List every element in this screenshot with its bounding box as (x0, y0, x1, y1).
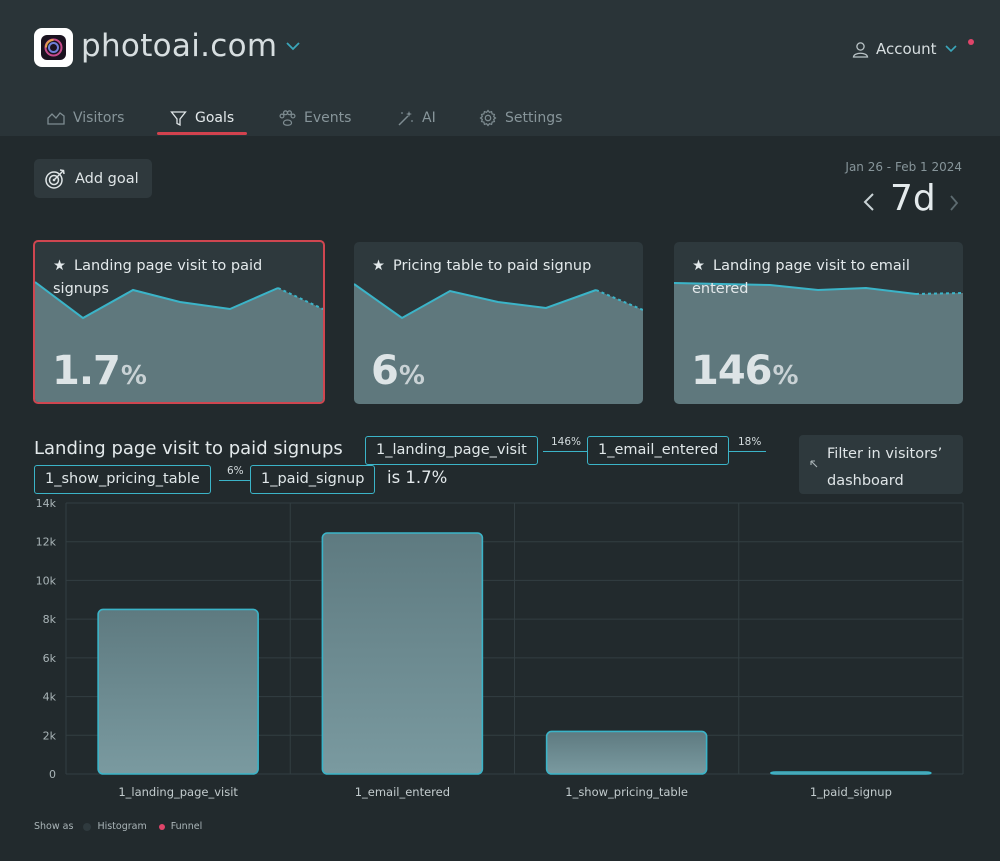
funnel-radio[interactable] (158, 823, 165, 830)
funnel-step-chip[interactable]: 1_show_pricing_table (34, 465, 211, 494)
funnel-title: Landing page visit to paid signups (34, 438, 343, 459)
add-goal-label: Add goal (75, 170, 139, 187)
sparkline (674, 282, 963, 404)
funnel-step-chip[interactable]: 1_paid_signup (250, 465, 376, 494)
gear-icon (479, 109, 497, 127)
notification-dot (968, 39, 974, 45)
bar (321, 532, 484, 775)
tab-label: AI (422, 110, 436, 126)
y-tick-label: 4k (43, 691, 57, 704)
funnel-connector (729, 451, 766, 452)
y-tick-label: 14k (36, 497, 57, 510)
filter-icon (170, 110, 187, 126)
goal-card-landing-to-paid[interactable]: ★ Landing page visit to paid signups 1.7% (33, 240, 325, 404)
chevron-down-icon (945, 45, 957, 53)
y-tick-label: 8k (43, 613, 57, 626)
sparkline (354, 283, 643, 404)
tab-visitors[interactable]: Visitors (47, 100, 124, 136)
paw-icon (279, 109, 296, 126)
site-title[interactable]: photoai.com (81, 28, 278, 64)
chart-icon (47, 112, 65, 125)
x-tick-label: 1_email_entered (355, 785, 450, 799)
histogram-radio[interactable] (83, 822, 92, 831)
funnel-step-chip[interactable]: 1_landing_page_visit (365, 436, 538, 465)
star-icon[interactable]: ★ (692, 258, 705, 274)
x-tick-label: 1_show_pricing_table (565, 785, 688, 799)
period-value: 7d (890, 178, 936, 219)
y-tick-label: 2k (43, 729, 57, 742)
y-tick-label: 0 (49, 768, 56, 781)
user-icon (852, 41, 869, 58)
card-value: 146% (691, 348, 799, 394)
goal-card-pricing-to-paid[interactable]: ★ Pricing table to paid signup 6% (354, 242, 643, 404)
tab-label: Goals (195, 110, 235, 126)
bar (97, 608, 259, 775)
filter-in-visitors-button[interactable]: Filter in visitors’ dashboard (799, 435, 963, 494)
tab-label: Events (304, 110, 352, 126)
account-label: Account (876, 40, 937, 58)
conversion-rate: 18% (738, 436, 762, 448)
conversion-rate: 6% (227, 465, 244, 477)
card-title: ★ Landing page visit to paid signups (53, 258, 263, 297)
top-bar (0, 0, 1000, 136)
chart-legend: Show as Histogram Funnel (34, 821, 202, 832)
legend-option[interactable]: Histogram (97, 821, 147, 832)
chevron-left-icon[interactable] (862, 192, 876, 212)
legend-label: Show as (34, 821, 74, 832)
arrow-up-left-icon (810, 460, 818, 468)
funnel-result: is 1.7% (387, 468, 448, 487)
goal-card-landing-to-email[interactable]: ★ Landing page visit to email entered 146… (674, 242, 963, 404)
tab-label: Visitors (73, 110, 125, 126)
filter-label: Filter in visitors’ dashboard (827, 446, 943, 489)
funnel-bar-chart: 0 2k 4k 6k 8k 10k 12k 14k 1_landing_page_visit 1_… (36, 497, 964, 799)
date-range: Jan 26 - Feb 1 2024 (845, 160, 962, 174)
chevron-down-icon[interactable] (285, 40, 301, 52)
chevron-right-icon[interactable] (948, 194, 960, 212)
card-value: 6% (371, 348, 425, 394)
funnel-connector (543, 451, 587, 452)
bar (770, 771, 932, 775)
y-tick-label: 12k (36, 536, 57, 549)
y-tick-label: 6k (43, 652, 57, 665)
logo-mark-icon (41, 35, 66, 60)
x-tick-label: 1_landing_page_visit (118, 785, 238, 799)
star-icon[interactable]: ★ (53, 258, 66, 274)
add-goal-button[interactable]: Add goal (34, 159, 152, 198)
site-logo[interactable] (34, 28, 73, 67)
account-menu[interactable]: Account (852, 38, 958, 60)
sparkline (35, 281, 323, 402)
funnel-connector (219, 480, 250, 481)
nav-tabs: Visitors Goals Events AI Settings (0, 100, 1000, 136)
star-icon[interactable]: ★ (372, 258, 385, 274)
y-tick-label: 10k (36, 574, 57, 587)
active-tab-indicator (157, 132, 247, 135)
card-title: ★ Landing page visit to email entered (692, 258, 910, 297)
tab-settings[interactable]: Settings (479, 100, 562, 136)
conversion-rate: 146% (551, 436, 582, 448)
bar (545, 730, 708, 775)
period-selector: 7d (862, 178, 962, 224)
legend-option[interactable]: Funnel (170, 821, 203, 832)
tab-label: Settings (505, 110, 563, 126)
tab-events[interactable]: Events (278, 100, 351, 136)
funnel-step-chip[interactable]: 1_email_entered (587, 436, 730, 465)
tab-goals[interactable]: Goals (170, 100, 234, 136)
card-value: 1.7% (52, 348, 147, 394)
target-icon (45, 168, 65, 189)
magic-wand-icon (398, 110, 413, 126)
tab-ai[interactable]: AI (397, 100, 436, 136)
card-title: ★ Pricing table to paid signup (372, 258, 592, 274)
x-tick-label: 1_paid_signup (810, 785, 892, 799)
